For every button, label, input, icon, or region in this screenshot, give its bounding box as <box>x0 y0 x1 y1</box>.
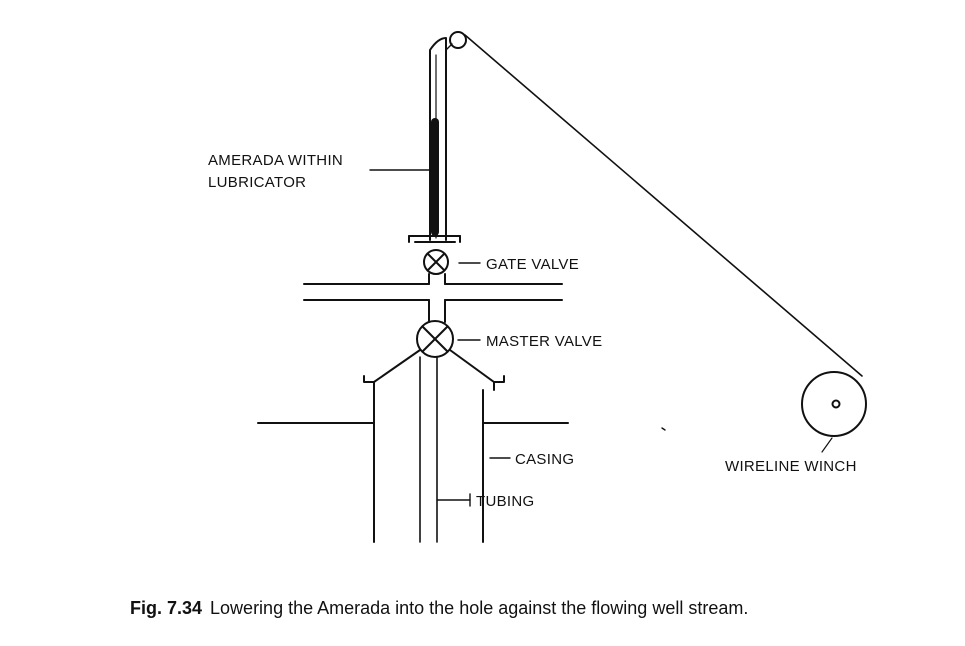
figure-number: Fig. 7.34 <box>130 598 202 618</box>
winch-label-leader <box>821 437 833 453</box>
flow-tee <box>303 273 563 323</box>
label-amerada-line1: AMERADA WITHIN <box>208 152 343 169</box>
label-amerada-line2: LUBRICATOR <box>208 174 306 191</box>
label-gate-valve: GATE VALVE <box>486 256 579 273</box>
wireline <box>464 34 863 377</box>
stray-mark <box>661 427 666 431</box>
casing-head <box>363 349 505 391</box>
caption-text: Lowering the Amerada into the hole again… <box>210 598 748 618</box>
label-master-valve: MASTER VALVE <box>486 333 602 350</box>
gate-valve <box>423 249 449 275</box>
master-valve <box>416 320 454 358</box>
label-tubing: TUBING <box>476 493 534 510</box>
wireline-winch <box>801 371 867 437</box>
tubing <box>419 356 438 543</box>
label-casing: CASING <box>515 451 574 468</box>
sheave-pulley <box>449 31 467 49</box>
figure-caption: Fig. 7.34 Lowering the Amerada into the h… <box>130 598 748 618</box>
casing <box>373 389 484 543</box>
amerada-instrument <box>431 118 439 236</box>
label-wireline-winch: WIRELINE WINCH <box>725 458 857 475</box>
lubricator-flange <box>408 235 461 243</box>
